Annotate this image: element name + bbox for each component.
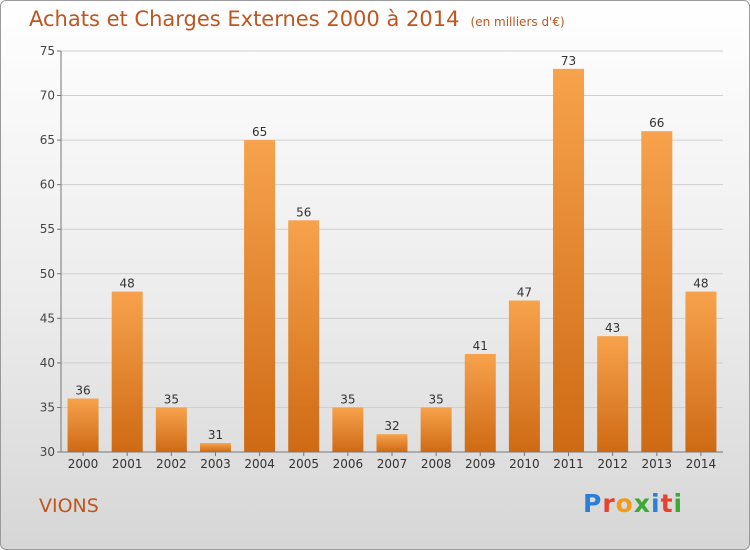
- x-tick-label: 2013: [642, 457, 673, 471]
- y-tick-label: 75: [40, 44, 55, 58]
- x-tick-label: 2012: [597, 457, 628, 471]
- y-tick-label: 50: [40, 267, 55, 281]
- x-tick-label: 2008: [421, 457, 452, 471]
- data-label: 35: [164, 392, 179, 406]
- logo-letter: o: [615, 489, 634, 518]
- data-label: 32: [384, 419, 399, 433]
- data-label: 48: [693, 277, 708, 291]
- data-label: 65: [252, 125, 267, 139]
- x-tick-label: 2010: [509, 457, 540, 471]
- bar: [376, 434, 408, 452]
- logo-letter: i: [651, 489, 661, 518]
- y-tick-label: 60: [40, 178, 55, 192]
- data-label: 35: [340, 392, 355, 406]
- bar: [332, 407, 364, 452]
- data-labels: 36 48 35 31 65 56 35 32 35 41 47 73 43 66 48: [75, 54, 708, 442]
- y-tick-label: 45: [40, 311, 55, 325]
- y-tick-label: 65: [40, 133, 55, 147]
- x-tick-label: 2007: [377, 457, 408, 471]
- x-tick-label: 2006: [333, 457, 364, 471]
- bar: [244, 140, 276, 452]
- y-tick-label: 55: [40, 222, 55, 236]
- bar: [288, 220, 320, 452]
- bar: [508, 300, 540, 452]
- data-label: 36: [75, 384, 90, 398]
- chart-title: Achats et Charges Externes 2000 à 2014 (…: [29, 7, 565, 31]
- y-tick-label: 35: [40, 400, 55, 414]
- data-label: 41: [473, 339, 488, 353]
- x-tick-labels: 2000 2001 2002 2003 2004 2005 2006 2007 2008 2009…: [68, 452, 716, 471]
- logo-letter: P: [583, 489, 603, 518]
- bar: [199, 443, 231, 452]
- chart-title-main: Achats et Charges Externes 2000 à 2014: [29, 7, 460, 31]
- data-label: 43: [605, 321, 620, 335]
- x-tick-label: 2002: [156, 457, 187, 471]
- data-label: 56: [296, 205, 311, 219]
- data-label: 48: [120, 277, 135, 291]
- bar: [67, 398, 99, 452]
- bars: [67, 68, 717, 453]
- bar: [420, 407, 452, 452]
- x-tick-label: 2011: [553, 457, 584, 471]
- x-tick-label: 2000: [68, 457, 99, 471]
- chart-unit: (en milliers d'€): [470, 15, 565, 29]
- bar: [155, 407, 187, 452]
- data-label: 35: [428, 392, 443, 406]
- data-label: 31: [208, 428, 223, 442]
- logo-letter: x: [633, 489, 651, 518]
- data-label: 66: [649, 116, 664, 130]
- bar: [464, 353, 496, 452]
- y-tick-labels: 30 35 40 45 50 55 60 65 70 75: [40, 44, 55, 459]
- data-label: 73: [561, 54, 576, 68]
- y-tick-label: 30: [40, 445, 55, 459]
- x-tick-label: 2001: [112, 457, 143, 471]
- logo-letter: r: [602, 489, 616, 518]
- y-tick-label: 40: [40, 356, 55, 370]
- proxiti-logo: Proxiti: [583, 489, 683, 518]
- bar: [641, 131, 673, 452]
- x-tick-label: 2004: [244, 457, 275, 471]
- data-label: 47: [517, 286, 532, 300]
- bar: [597, 336, 629, 452]
- x-tick-label: 2009: [465, 457, 496, 471]
- bar: [553, 68, 585, 453]
- y-tick-label: 70: [40, 89, 55, 103]
- logo-letter: i: [673, 489, 684, 518]
- x-tick-label: 2014: [686, 457, 717, 471]
- x-tick-label: 2003: [200, 457, 231, 471]
- bar: [111, 291, 143, 452]
- bar: [685, 291, 717, 452]
- commune-name: VIONS: [39, 495, 99, 517]
- logo-letter: t: [660, 489, 674, 518]
- x-tick-label: 2005: [288, 457, 319, 471]
